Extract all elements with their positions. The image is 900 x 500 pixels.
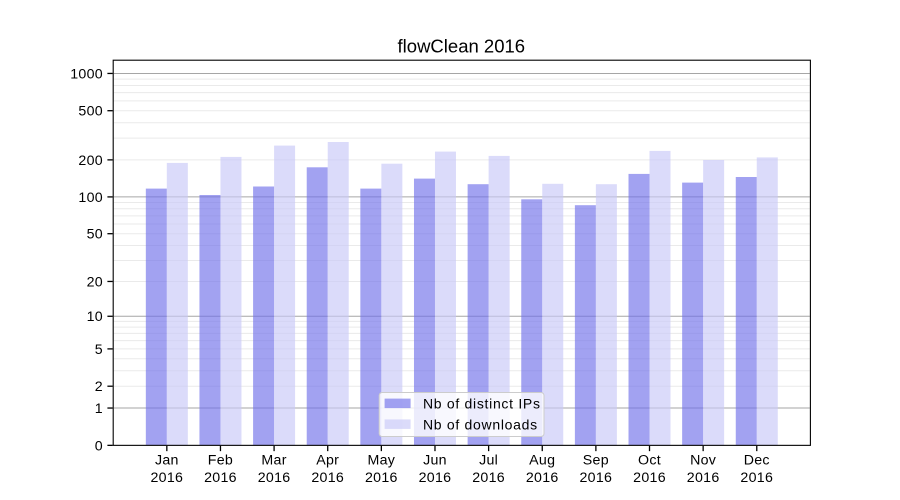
svg-text:1: 1 [95, 401, 103, 417]
svg-text:Jun: Jun [423, 452, 447, 468]
svg-text:2016: 2016 [419, 470, 452, 486]
svg-text:2016: 2016 [150, 470, 183, 486]
svg-text:1000: 1000 [70, 66, 103, 82]
svg-text:2016: 2016 [365, 470, 398, 486]
svg-text:2016: 2016 [687, 470, 720, 486]
svg-text:10: 10 [87, 309, 103, 325]
svg-text:Nb of downloads: Nb of downloads [423, 416, 538, 432]
svg-text:500: 500 [78, 104, 103, 120]
svg-text:2016: 2016 [740, 470, 773, 486]
svg-text:50: 50 [87, 227, 103, 243]
svg-text:2016: 2016 [311, 470, 344, 486]
svg-text:20: 20 [87, 274, 103, 290]
svg-text:flowClean 2016: flowClean 2016 [398, 36, 526, 57]
svg-text:Aug: Aug [529, 452, 555, 468]
svg-text:Dec: Dec [744, 452, 770, 468]
svg-text:Feb: Feb [208, 452, 233, 468]
svg-text:Jul: Jul [479, 452, 498, 468]
svg-text:2: 2 [95, 379, 103, 395]
svg-text:Mar: Mar [261, 452, 286, 468]
svg-text:200: 200 [78, 153, 103, 169]
svg-text:Oct: Oct [638, 452, 661, 468]
svg-text:2016: 2016 [472, 470, 505, 486]
svg-text:100: 100 [78, 190, 103, 206]
svg-text:Apr: Apr [316, 452, 339, 468]
svg-text:2016: 2016 [258, 470, 291, 486]
svg-text:0: 0 [95, 438, 103, 454]
svg-text:2016: 2016 [526, 470, 559, 486]
svg-text:Nov: Nov [690, 452, 717, 468]
svg-text:Sep: Sep [583, 452, 609, 468]
svg-text:2016: 2016 [579, 470, 612, 486]
svg-text:Jan: Jan [155, 452, 179, 468]
svg-text:May: May [367, 452, 395, 468]
svg-text:5: 5 [95, 342, 103, 358]
svg-text:Nb of distinct IPs: Nb of distinct IPs [423, 395, 541, 411]
svg-text:2016: 2016 [204, 470, 237, 486]
svg-text:2016: 2016 [633, 470, 666, 486]
